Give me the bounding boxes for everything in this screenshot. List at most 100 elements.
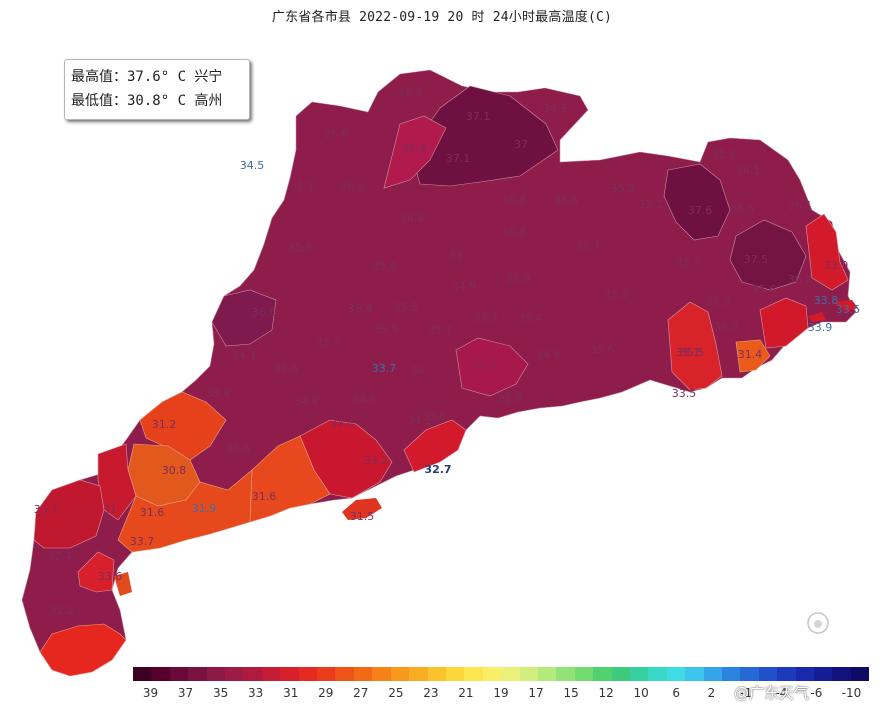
legend-color-cell: [151, 667, 170, 681]
station-value-label: 35.6: [590, 343, 615, 356]
legend-color-cell: [519, 667, 538, 681]
legend-tick-label: -10: [841, 686, 862, 700]
legend-tick-label: 37: [177, 686, 194, 700]
station-value-label: 37: [514, 138, 528, 151]
station-value-label: 35.3: [706, 296, 731, 309]
station-value-label: 34.9: [452, 280, 477, 293]
station-value-label: 37.1: [466, 110, 491, 123]
legend-tick-label: 25: [388, 686, 404, 700]
station-value-label: 35.4: [518, 312, 543, 325]
legend-color-cell: [206, 667, 226, 681]
station-value-label: 33: [449, 249, 463, 262]
station-value-label: 36.1: [736, 164, 761, 177]
shantou-red: [759, 297, 809, 349]
xuwen-red: [39, 623, 127, 677]
legend-tick-label: 17: [528, 686, 544, 700]
max-value-line: 最高值：37.6° C 兴宁: [71, 69, 223, 85]
yangjiang-orange: [249, 435, 331, 523]
station-value-label: 31.9: [192, 502, 217, 515]
station-value-label: 31.6: [252, 490, 277, 503]
station-value-label: 34.8: [536, 348, 561, 361]
legend-color-cell: [390, 667, 410, 681]
station-value-label: 31: [103, 503, 117, 516]
legend-color-cell: [409, 667, 428, 681]
station-value-label: 37.1: [446, 152, 471, 165]
east-dark-area: [729, 219, 807, 291]
station-value-label: 35.8: [502, 194, 527, 207]
legend-tick-label: 23: [423, 686, 439, 700]
station-value-label: 35.4: [372, 260, 397, 273]
legend-tick-label: 33: [248, 686, 264, 700]
legend-tick-label: 29: [318, 686, 334, 700]
chaozhou-red: [805, 213, 849, 291]
legend-tick-label: 21: [458, 686, 474, 700]
station-value-label: 33.2: [364, 454, 389, 467]
station-value-label: 35.7: [676, 256, 701, 269]
station-value-label: 35.3: [604, 288, 629, 301]
legend-color-cell: [445, 667, 465, 681]
legend-color-cell: [261, 667, 281, 681]
legend-tick-label: 6: [672, 686, 681, 700]
legend-tick-label: 15: [563, 686, 579, 700]
station-value-label: 35.6: [554, 194, 579, 207]
legend-color-cell: [317, 667, 336, 681]
legend-tick-label: 31: [283, 686, 299, 700]
north-magenta-area: [383, 115, 447, 189]
station-value-label: 36.7: [576, 239, 601, 252]
station-value-label: 35.3: [730, 202, 755, 215]
station-value-label: 34.3: [543, 102, 568, 115]
station-value-label: 33.9: [824, 259, 849, 272]
legend-color-cell: [501, 667, 520, 681]
legend-tick-label: 10: [633, 686, 649, 700]
legend-color-cell: [685, 667, 704, 681]
station-value-label: 34: [411, 364, 425, 377]
legend-color-cell: [832, 667, 851, 681]
station-value-label: 33.5: [836, 303, 861, 316]
station-value-label: 35.4: [348, 302, 373, 315]
legend-color-cell: [593, 667, 612, 681]
huilai-orange: [735, 339, 771, 373]
maoming-orange: [139, 391, 227, 461]
station-value-label: 35.7: [428, 324, 453, 337]
legend-tick-label: 19: [493, 686, 509, 700]
station-value-label: 32.7: [424, 463, 451, 476]
station-value-label: 33.8: [814, 294, 839, 307]
legend-color-cell: [243, 667, 262, 681]
west-purple-area: [211, 289, 277, 347]
station-value-label: 35.7: [712, 148, 737, 161]
station-value-label: 35.7: [316, 336, 341, 349]
legend-color-cell: [740, 667, 759, 681]
station-value-label: 33.1: [34, 503, 59, 516]
island-nanao: [834, 300, 858, 312]
station-value-label: 36.2: [788, 273, 813, 286]
station-value-label: 33.7: [474, 312, 499, 325]
station-value-label: 33.7: [130, 535, 155, 548]
map-title: 广东省各市县 2022-09-19 20 时 24小时最高温度(C): [271, 10, 613, 25]
legend-color-cell: [225, 667, 244, 681]
station-value-label: 32.2: [50, 604, 75, 617]
island-shangchuan: [342, 498, 382, 520]
legend-tick-label: -6: [810, 686, 823, 700]
northeast-dark-area: [663, 163, 731, 241]
station-value-label: 31.2: [152, 418, 177, 431]
station-value-label: 35.9: [288, 241, 313, 254]
station-value-label: 34.4: [330, 417, 355, 430]
station-value-label: 34.5: [240, 159, 265, 172]
legend-color-cell: [427, 667, 446, 681]
legend-color-cell: [537, 667, 557, 681]
station-value-label: 35.2: [639, 198, 664, 211]
legend-color-cell: [850, 667, 870, 681]
min-value-line: 最低值：30.8° C 高州: [71, 93, 223, 109]
station-value-label: 36.6: [252, 306, 277, 319]
legend-color-cell: [188, 667, 207, 681]
color-legend-labels: 39 37 35 33 31 29 27 25 23 21 19 17 15 12 10 6 2 -1 -4 -6 -1…: [133, 686, 869, 702]
station-value-label: 33.6: [226, 442, 251, 455]
islands: [114, 300, 858, 596]
legend-color-cell: [556, 667, 575, 681]
station-value-label: 32.8: [498, 392, 523, 405]
legend-color-cell: [722, 667, 741, 681]
color-legend-bar: [133, 667, 870, 681]
station-value-label: 33.7: [372, 362, 397, 375]
shanwei-red: [667, 301, 723, 391]
